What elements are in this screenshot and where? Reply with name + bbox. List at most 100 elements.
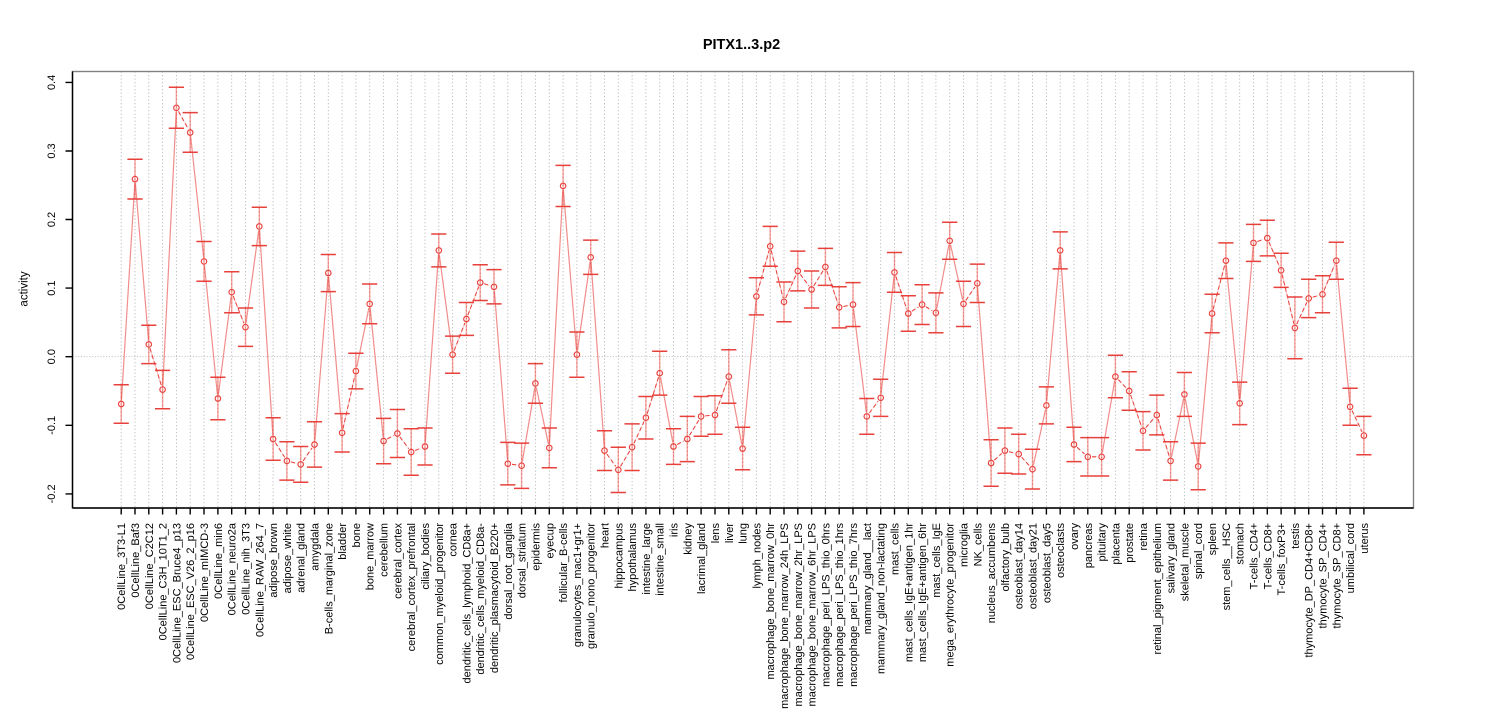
svg-text:pituitary: pituitary (1097, 523, 1109, 562)
svg-text:T-cells_CD4+: T-cells_CD4+ (1249, 523, 1261, 589)
svg-text:eyecup: eyecup (544, 523, 556, 558)
svg-text:granulocytes_mac1+gr1+: granulocytes_mac1+gr1+ (572, 523, 584, 647)
svg-text:0CellLine_ESC_Bruce4_p13: 0CellLine_ESC_Bruce4_p13 (171, 523, 183, 663)
svg-text:retinal_pigment_epithelium: retinal_pigment_epithelium (1152, 523, 1164, 654)
svg-text:ovary: ovary (1069, 523, 1081, 550)
svg-text:0.2: 0.2 (46, 212, 58, 227)
svg-text:cerebral_cortex_prefrontal: cerebral_cortex_prefrontal (406, 523, 418, 651)
svg-text:mast_cells: mast_cells (890, 523, 902, 575)
svg-text:common_myeloid_progenitor: common_myeloid_progenitor (434, 523, 446, 665)
svg-text:osteoblast_day5: osteoblast_day5 (1041, 523, 1053, 603)
svg-text:bone_marrow: bone_marrow (365, 523, 377, 590)
svg-text:dendritic_plasmacytoid_B220+: dendritic_plasmacytoid_B220+ (489, 523, 501, 673)
svg-text:intestine_large: intestine_large (641, 523, 653, 595)
svg-text:adipose_white: adipose_white (282, 523, 294, 593)
svg-text:osteoclasts: osteoclasts (1055, 523, 1067, 579)
svg-text:stomach: stomach (1235, 523, 1247, 565)
svg-text:-0.1: -0.1 (46, 416, 58, 435)
svg-text:olfactory_bulb: olfactory_bulb (1000, 523, 1012, 592)
svg-text:amygdala: amygdala (310, 522, 322, 571)
svg-text:macrophage_bone_marrow_24h_LPS: macrophage_bone_marrow_24h_LPS (779, 523, 791, 709)
svg-text:0CellLine_3T3-L1: 0CellLine_3T3-L1 (116, 523, 128, 610)
svg-text:cerebral_cortex: cerebral_cortex (392, 523, 404, 599)
svg-text:granulo_mono_progenitor: granulo_mono_progenitor (586, 523, 598, 649)
svg-text:mammary_gland_non-lactating: mammary_gland_non-lactating (876, 523, 888, 674)
svg-text:epidermis: epidermis (530, 523, 542, 571)
svg-text:nucleus_accumbens: nucleus_accumbens (986, 523, 998, 624)
svg-text:macrophage_peri_LPS_thio_1hrs: macrophage_peri_LPS_thio_1hrs (834, 523, 846, 687)
svg-text:stem_cells__HSC: stem_cells__HSC (1221, 523, 1233, 610)
svg-text:retina: retina (1138, 522, 1150, 550)
svg-text:lacrimal_gland: lacrimal_gland (696, 523, 708, 594)
svg-text:heart: heart (600, 523, 612, 548)
svg-text:spinal_cord: spinal_cord (1193, 523, 1205, 579)
svg-text:bladder: bladder (337, 523, 349, 560)
svg-text:dorsal_striatum: dorsal_striatum (517, 523, 529, 598)
svg-text:thymocyte_DP_CD4+CD8+: thymocyte_DP_CD4+CD8+ (1304, 523, 1316, 658)
svg-text:testis: testis (1290, 523, 1302, 549)
svg-text:thymocyte_SP_CD4+: thymocyte_SP_CD4+ (1318, 523, 1330, 628)
svg-text:adipose_brown: adipose_brown (268, 523, 280, 598)
svg-text:hypothalamus: hypothalamus (627, 523, 639, 592)
svg-text:placenta: placenta (1110, 522, 1122, 564)
svg-text:T-cells_foxP3+: T-cells_foxP3+ (1276, 523, 1288, 595)
svg-text:0CellLine_RAW_264_7: 0CellLine_RAW_264_7 (254, 523, 266, 637)
svg-text:macrophage_peri_LPS_thio_0hrs: macrophage_peri_LPS_thio_0hrs (820, 523, 832, 687)
svg-text:dendritic_cells_lymphoid_CD8a+: dendritic_cells_lymphoid_CD8a+ (461, 523, 473, 684)
svg-text:hippocampus: hippocampus (613, 523, 625, 589)
svg-text:0CellLine_C2C12: 0CellLine_C2C12 (144, 523, 156, 609)
svg-text:cerebellum: cerebellum (379, 523, 391, 577)
svg-text:0.3: 0.3 (46, 143, 58, 158)
svg-text:lymph_nodes: lymph_nodes (751, 523, 763, 589)
svg-text:activity: activity (19, 271, 31, 306)
svg-text:osteoblast_day14: osteoblast_day14 (1014, 523, 1026, 609)
svg-text:thymocyte_SP_CD8+: thymocyte_SP_CD8+ (1331, 523, 1343, 628)
svg-text:macrophage_peri_LPS_thio_7hrs: macrophage_peri_LPS_thio_7hrs (848, 523, 860, 687)
svg-text:mast_cells_IgE+antigen_6hr: mast_cells_IgE+antigen_6hr (917, 523, 929, 662)
svg-text:prostate: prostate (1124, 523, 1136, 563)
svg-text:PITX1..3.p2: PITX1..3.p2 (703, 37, 780, 53)
svg-text:0CellLine_Baf3: 0CellLine_Baf3 (130, 523, 142, 598)
svg-text:osteoblast_day21: osteoblast_day21 (1028, 523, 1040, 609)
svg-text:pancreas: pancreas (1083, 523, 1095, 569)
svg-text:mega_erythrocyte_progenitor: mega_erythrocyte_progenitor (945, 523, 957, 667)
svg-text:0CellLine_C3H_10T1_2: 0CellLine_C3H_10T1_2 (158, 523, 170, 640)
svg-text:macrophage_bone_marrow_0hr: macrophage_bone_marrow_0hr (765, 523, 777, 680)
svg-text:cornea: cornea (448, 522, 460, 557)
svg-text:follicular_B-cells: follicular_B-cells (558, 523, 570, 603)
svg-text:dendritic_cells_myeloid_CD8a-: dendritic_cells_myeloid_CD8a- (475, 523, 487, 675)
svg-text:iris: iris (669, 523, 681, 538)
svg-text:mast_cells_IgE+antigen_1hr: mast_cells_IgE+antigen_1hr (903, 523, 915, 662)
svg-text:dorsal_root_ganglia: dorsal_root_ganglia (503, 522, 515, 620)
svg-text:adrenal_gland: adrenal_gland (296, 523, 308, 593)
svg-text:uterus: uterus (1359, 523, 1371, 554)
svg-text:spleen: spleen (1207, 523, 1219, 555)
svg-text:kidney: kidney (682, 523, 694, 555)
svg-text:-0.2: -0.2 (46, 484, 58, 503)
svg-text:bone: bone (351, 523, 363, 547)
svg-text:lung: lung (738, 523, 750, 544)
svg-text:ciliary_bodies: ciliary_bodies (420, 523, 432, 590)
svg-text:macrophage_bone_marrow_6hr_LPS: macrophage_bone_marrow_6hr_LPS (807, 523, 819, 706)
svg-text:microglia: microglia (959, 522, 971, 567)
svg-text:liver: liver (724, 523, 736, 544)
svg-text:mammary_gland__lact: mammary_gland__lact (862, 523, 874, 634)
svg-text:umbilical_cord: umbilical_cord (1345, 523, 1357, 593)
svg-text:0CellLine_neuro2a: 0CellLine_neuro2a (227, 522, 239, 615)
svg-text:0.4: 0.4 (46, 75, 58, 90)
svg-text:0CellLine_mIMCD-3: 0CellLine_mIMCD-3 (199, 523, 211, 622)
svg-text:0.0: 0.0 (46, 349, 58, 364)
svg-text:T-cells_CD8+: T-cells_CD8+ (1262, 523, 1274, 589)
svg-text:0CellLine_nih_3T3: 0CellLine_nih_3T3 (241, 523, 253, 615)
svg-text:lens: lens (710, 523, 722, 544)
svg-text:skeletal_muscle: skeletal_muscle (1179, 523, 1191, 601)
svg-text:salivary_gland: salivary_gland (1166, 523, 1178, 593)
svg-text:B-cells_marginal_zone: B-cells_marginal_zone (323, 523, 335, 634)
svg-text:0.1: 0.1 (46, 280, 58, 295)
svg-text:NK_cells: NK_cells (972, 523, 984, 567)
svg-text:macrophage_bone_marrow_2hr_LPS: macrophage_bone_marrow_2hr_LPS (793, 523, 805, 706)
svg-text:mast_cells_IgE: mast_cells_IgE (931, 523, 943, 598)
svg-text:intestine_small: intestine_small (655, 523, 667, 596)
svg-text:0CellLine_min6: 0CellLine_min6 (213, 523, 225, 599)
svg-text:0CellLine_ESC_V26_2_p16: 0CellLine_ESC_V26_2_p16 (185, 523, 197, 660)
